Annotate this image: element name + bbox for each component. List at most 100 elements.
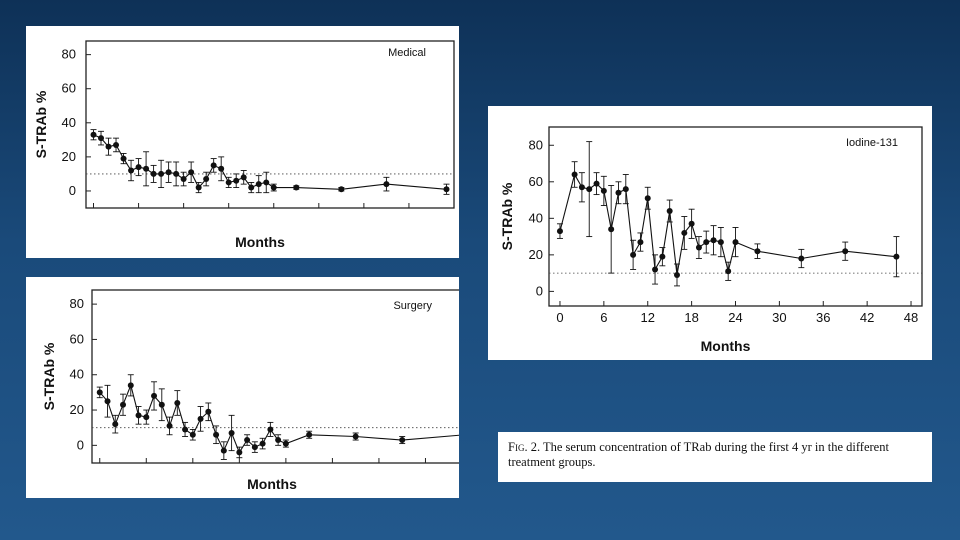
x-tick-label: 24	[728, 310, 742, 325]
figure-caption: Fig. 2. The serum concentration of TRab …	[498, 432, 932, 482]
point-marker	[225, 179, 232, 186]
data-point	[240, 170, 247, 185]
data-point	[615, 181, 622, 205]
data-point	[383, 176, 390, 192]
data-point	[205, 402, 212, 422]
data-point	[798, 248, 805, 269]
point-marker	[236, 449, 243, 456]
point-marker	[195, 184, 202, 191]
point-marker	[399, 437, 406, 444]
point-marker	[182, 426, 189, 433]
data-point	[195, 181, 202, 194]
point-marker	[203, 176, 210, 183]
panel-iodine-131: 0 20 40 60 80 0 6 12 18 24 30 36 42 48 Iodine-131 S-TRA…	[488, 106, 932, 360]
data-point	[236, 446, 243, 459]
data-point	[210, 158, 217, 173]
data-point	[282, 439, 289, 448]
point-marker	[128, 167, 135, 174]
point-marker	[630, 251, 637, 258]
y-axis-title: S-TRAb %	[499, 182, 515, 250]
point-marker	[267, 426, 274, 433]
x-tick-label: 0	[556, 310, 563, 325]
data-point	[90, 129, 97, 141]
data-point	[120, 393, 127, 416]
point-marker	[220, 447, 227, 454]
chart-iodine-131: 0 20 40 60 80 0 6 12 18 24 30 36 42 48 Iodine-131 S-TRA…	[499, 126, 923, 354]
data-point	[338, 186, 345, 193]
point-marker	[798, 255, 805, 262]
point-marker	[571, 171, 578, 178]
y-tick-label: 80	[529, 137, 543, 152]
point-marker	[165, 169, 172, 176]
point-marker	[96, 389, 103, 396]
data-point	[267, 421, 274, 437]
point-marker	[104, 398, 111, 405]
point-marker	[112, 421, 119, 428]
y-tick-label: 80	[70, 296, 84, 311]
chart-surgery: 0 20 40 60 80 Surgery S-TRAb % Months	[41, 289, 459, 492]
x-axis-title: Months	[235, 234, 285, 250]
point-marker	[135, 164, 142, 171]
point-marker	[893, 253, 900, 260]
point-marker	[120, 401, 127, 408]
data-point	[630, 239, 637, 270]
point-marker	[608, 226, 615, 233]
point-marker	[600, 187, 607, 194]
x-tick-label: 30	[772, 310, 786, 325]
data-point	[703, 230, 710, 254]
y-tick-label: 80	[62, 47, 76, 62]
point-marker	[754, 248, 761, 255]
x-tick-label: 42	[860, 310, 874, 325]
point-marker	[255, 181, 262, 188]
data-point	[681, 216, 688, 250]
data-point	[842, 241, 849, 261]
data-point	[263, 171, 270, 194]
point-marker	[180, 176, 187, 183]
point-marker	[622, 186, 629, 193]
data-point	[120, 153, 127, 165]
point-marker	[218, 165, 225, 172]
data-point	[571, 161, 578, 188]
point-marker	[688, 220, 695, 227]
panel-label: Surgery	[393, 300, 432, 312]
panel-label: Medical	[388, 47, 426, 59]
data-point	[96, 386, 103, 399]
point-marker	[174, 399, 181, 406]
data-point	[127, 374, 134, 397]
y-tick-label: 60	[529, 174, 543, 189]
point-marker	[615, 189, 622, 196]
data-point	[213, 425, 220, 445]
data-point	[197, 406, 204, 432]
data-point	[275, 434, 282, 446]
data-point	[710, 225, 717, 256]
x-axis-title: Months	[701, 338, 751, 354]
point-marker	[681, 229, 688, 236]
point-marker	[586, 186, 593, 193]
point-marker	[673, 271, 680, 278]
data-point	[128, 159, 135, 182]
y-tick-label: 60	[70, 331, 84, 346]
point-marker	[158, 401, 165, 408]
data-point	[717, 227, 724, 258]
data-point	[399, 436, 406, 445]
data-point	[352, 432, 359, 441]
data-point	[637, 232, 644, 252]
plot-frame	[85, 40, 455, 209]
data-point	[725, 261, 732, 281]
point-marker	[732, 239, 739, 246]
point-marker	[644, 195, 651, 202]
point-marker	[556, 228, 563, 235]
point-marker	[248, 184, 255, 191]
data-point	[105, 137, 112, 156]
data-point	[293, 184, 300, 191]
data-point	[233, 173, 240, 189]
data-point	[158, 159, 165, 189]
x-tick-label: 36	[816, 310, 830, 325]
point-marker	[725, 268, 732, 275]
data-point	[228, 414, 235, 452]
point-marker	[105, 143, 112, 150]
point-marker	[127, 382, 134, 389]
point-marker	[150, 170, 157, 177]
point-marker	[666, 208, 673, 215]
point-marker	[695, 244, 702, 251]
